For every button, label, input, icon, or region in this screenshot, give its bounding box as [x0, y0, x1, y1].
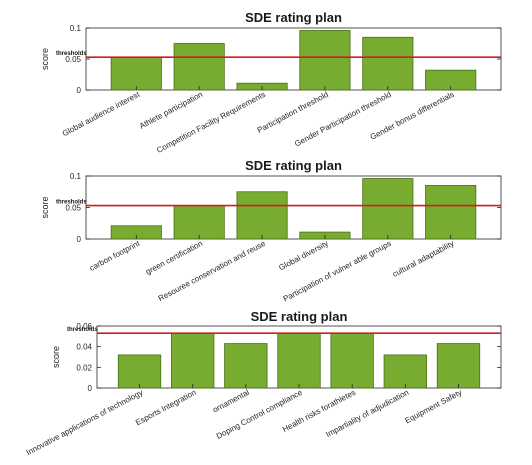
bar [173, 205, 225, 240]
x-tick-label: carbon footprint [88, 238, 142, 272]
y-axis-label: score [40, 48, 50, 70]
x-tick-label: Equipment Safety [403, 388, 463, 426]
x-tick-label: Competition Facility Requirements [155, 90, 267, 155]
y-tick-label: 0 [88, 384, 93, 393]
chart-3: SDE rating plan 0 0.02 0.04 0.06 score Innovat… [25, 309, 502, 457]
x-tick-label: cultural adaptability [391, 239, 456, 279]
chart-title: SDE rating plan [251, 309, 348, 324]
y-tick-label: 0.1 [70, 172, 82, 181]
chart-1: SDE rating plan 0 0.05 0.1 score Global audie… [40, 10, 502, 155]
x-tick-label: Innovative applications of technology [25, 388, 145, 457]
bar [173, 43, 225, 91]
bar [224, 343, 268, 389]
x-tick-label: Doping Control compliance [215, 388, 305, 441]
chart-title: SDE rating plan [245, 10, 342, 25]
x-tick-label: Esports Integration [134, 388, 198, 427]
y-tick-label: 0 [77, 235, 82, 244]
x-tick-label: ornamental [211, 388, 251, 415]
bar [110, 56, 162, 91]
y-tick-label: 0 [77, 86, 82, 95]
bar [425, 185, 477, 240]
y-tick-label: 0.04 [76, 343, 92, 352]
bar [362, 178, 414, 240]
bar [330, 332, 374, 389]
bar [117, 354, 162, 389]
bar [362, 36, 414, 91]
bar [171, 332, 215, 389]
y-axis-label: score [40, 196, 50, 218]
y-tick-label: 0.05 [65, 55, 81, 64]
bar [277, 332, 321, 389]
threshold-label: thresholds [56, 200, 87, 206]
threshold-label: thresholds [56, 51, 87, 57]
chart-2: SDE rating plan 0 0.05 0.1 score carbon footp… [40, 158, 502, 304]
y-tick-label: 0.05 [65, 204, 81, 213]
x-tick-label: Athlete participation [138, 90, 204, 131]
x-tick-label: Resouree conservation and reuse [157, 239, 268, 304]
chart-title: SDE rating plan [245, 158, 342, 173]
x-tick-label: Participation of vulner able groups [282, 239, 393, 304]
x-tick-label: Global diversity [277, 239, 330, 273]
threshold-label: thresholds [67, 327, 98, 333]
y-tick-label: 0.06 [76, 322, 92, 331]
y-axis-label: score [51, 346, 61, 368]
bar [383, 354, 427, 389]
bar [436, 343, 481, 389]
bar [236, 191, 288, 240]
x-tick-label: green certification [144, 239, 204, 277]
y-tick-label: 0.02 [76, 363, 92, 372]
bar [299, 30, 351, 91]
y-tick-label: 0.1 [70, 24, 82, 33]
x-tick-label: Global audience interest [61, 89, 142, 138]
